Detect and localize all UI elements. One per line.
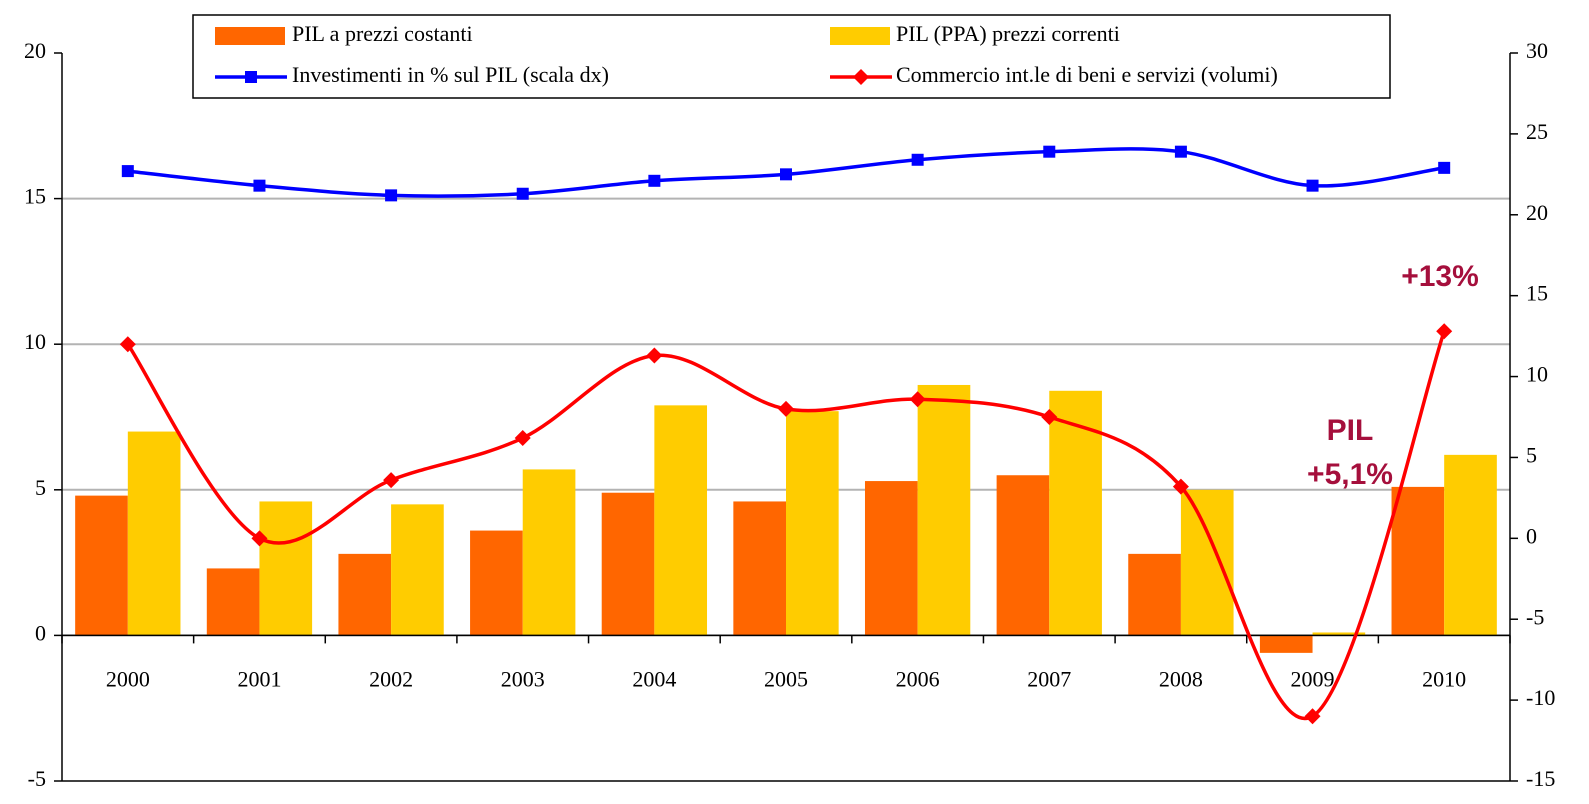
y-tick-label: 15 xyxy=(24,184,46,209)
marker xyxy=(1174,145,1187,158)
y2-tick-label: -5 xyxy=(1526,604,1544,629)
bar xyxy=(654,405,708,636)
legend-label: Investimenti in % sul PIL (scala dx) xyxy=(292,62,609,87)
y2-tick-label: -10 xyxy=(1526,685,1555,710)
marker xyxy=(516,187,529,200)
marker xyxy=(383,472,400,489)
x-tick-label: 2007 xyxy=(1027,666,1071,691)
y-tick-label: 5 xyxy=(35,475,46,500)
x-tick-label: 2003 xyxy=(501,666,545,691)
y2-tick-label: 5 xyxy=(1526,442,1537,467)
marker xyxy=(514,430,531,447)
y-tick-label: 20 xyxy=(24,38,46,63)
y2-tick-label: 0 xyxy=(1526,523,1537,548)
y2-tick-label: 25 xyxy=(1526,119,1548,144)
y2-tick-label: 30 xyxy=(1526,38,1548,63)
bar xyxy=(522,469,576,636)
marker xyxy=(119,336,136,353)
bar xyxy=(206,568,260,636)
bar xyxy=(1049,390,1102,636)
marker xyxy=(646,347,663,364)
bar xyxy=(733,501,786,636)
bar xyxy=(1444,454,1497,636)
bar xyxy=(996,475,1050,636)
bar xyxy=(1312,632,1366,636)
x-tick-label: 2010 xyxy=(1422,666,1466,691)
marker xyxy=(648,174,661,187)
legend-label: PIL (PPA) prezzi correnti xyxy=(896,21,1120,46)
bar xyxy=(601,492,655,636)
annotation: +5,1% xyxy=(1307,458,1393,491)
legend-label: PIL a prezzi costanti xyxy=(292,21,473,46)
x-tick-label: 2001 xyxy=(237,666,281,691)
marker xyxy=(1436,323,1453,340)
y2-tick-label: 15 xyxy=(1526,281,1548,306)
legend-swatch xyxy=(830,27,890,45)
marker xyxy=(385,189,398,202)
y2-tick-label: -15 xyxy=(1526,766,1555,791)
bar xyxy=(1128,553,1181,636)
marker xyxy=(1304,708,1321,725)
x-tick-label: 2004 xyxy=(632,666,676,691)
legend-box xyxy=(192,14,1391,99)
marker xyxy=(909,391,926,408)
marker xyxy=(1043,145,1056,158)
x-tick-label: 2008 xyxy=(1159,666,1203,691)
bar xyxy=(864,481,918,636)
x-tick-label: 2006 xyxy=(896,666,940,691)
marker xyxy=(778,400,794,417)
y2-tick-label: 20 xyxy=(1526,200,1548,225)
legend-swatch xyxy=(215,27,285,45)
bar xyxy=(1180,489,1234,636)
bar xyxy=(338,553,392,636)
y-tick-label: -5 xyxy=(28,766,46,791)
y-tick-label: 10 xyxy=(24,329,46,354)
marker xyxy=(911,153,924,166)
bar xyxy=(259,501,313,636)
legend-label: Commercio int.le di beni e servizi (volu… xyxy=(896,62,1278,87)
y2-tick-label: 10 xyxy=(1526,362,1548,387)
marker xyxy=(1041,409,1058,425)
annotation: +13% xyxy=(1401,260,1479,293)
bar xyxy=(786,411,839,636)
bar xyxy=(470,530,523,636)
legend-marker xyxy=(853,69,869,85)
marker xyxy=(251,530,268,547)
x-tick-label: 2009 xyxy=(1291,666,1335,691)
bar xyxy=(75,495,128,636)
bar xyxy=(1391,486,1445,636)
x-tick-label: 2005 xyxy=(764,666,808,691)
bar xyxy=(1259,635,1313,653)
x-tick-label: 2000 xyxy=(106,666,150,691)
y-tick-label: 0 xyxy=(35,620,46,645)
marker xyxy=(121,165,134,178)
bar xyxy=(917,384,971,636)
bar xyxy=(391,504,444,636)
marker xyxy=(780,168,792,181)
legend-marker xyxy=(245,71,257,83)
marker xyxy=(1172,478,1189,495)
bar xyxy=(127,431,181,636)
marker xyxy=(1438,161,1451,174)
annotation: PIL xyxy=(1327,414,1374,447)
marker xyxy=(253,179,266,192)
x-tick-label: 2002 xyxy=(369,666,413,691)
marker xyxy=(1306,179,1319,192)
line xyxy=(126,330,1446,721)
